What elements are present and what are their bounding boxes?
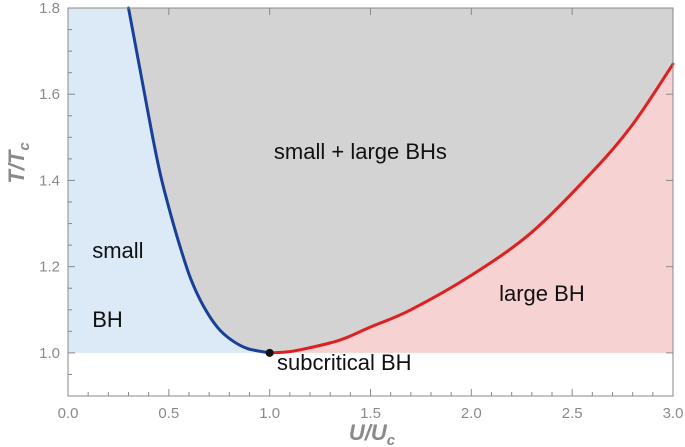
y-tick-label: 1.2	[39, 259, 60, 276]
x-tick-label: 1.0	[259, 405, 280, 422]
x-tick-label: 0.5	[158, 405, 179, 422]
y-axis-title: T/Tc	[4, 142, 33, 184]
series-layer	[127, 6, 675, 357]
regions-layer	[68, 8, 673, 353]
axis-ticks: 0.0 0.5 1.0 1.5 2.0 2.5 3.0 1.0 1.2 1.4 1.6 1.8	[39, 0, 683, 422]
y-tick-label: 1.6	[39, 86, 60, 103]
series-small-bh-boundary	[127, 6, 272, 355]
x-tick-label: 1.5	[360, 405, 381, 422]
critical-point-marker	[265, 348, 274, 357]
region-small-bh	[68, 8, 270, 353]
y-tick-label: 1.4	[39, 172, 60, 189]
y-tick-label: 1.0	[39, 345, 60, 362]
region-coexistence	[128, 8, 673, 353]
small-bh-label: small	[92, 238, 143, 263]
x-tick-label: 3.0	[663, 405, 684, 422]
x-tick-label: 0.0	[58, 405, 79, 422]
subcritical-bh-label: subcritical BH	[277, 350, 411, 375]
y-tick-label: 1.8	[39, 0, 60, 17]
large-bh-label: large BH	[499, 281, 585, 306]
region-labels: small BH small + large BHs large BH subcriti…	[92, 139, 585, 375]
region-large-bh	[269, 64, 673, 353]
x-tick-label: 2.0	[461, 405, 482, 422]
x-axis-title: U/Uc	[349, 420, 396, 447]
series-large-bh-boundary	[268, 62, 675, 355]
small-bh-label: BH	[92, 307, 123, 332]
coexistence-label: small + large BHs	[274, 139, 447, 164]
x-tick-label: 2.5	[562, 405, 583, 422]
